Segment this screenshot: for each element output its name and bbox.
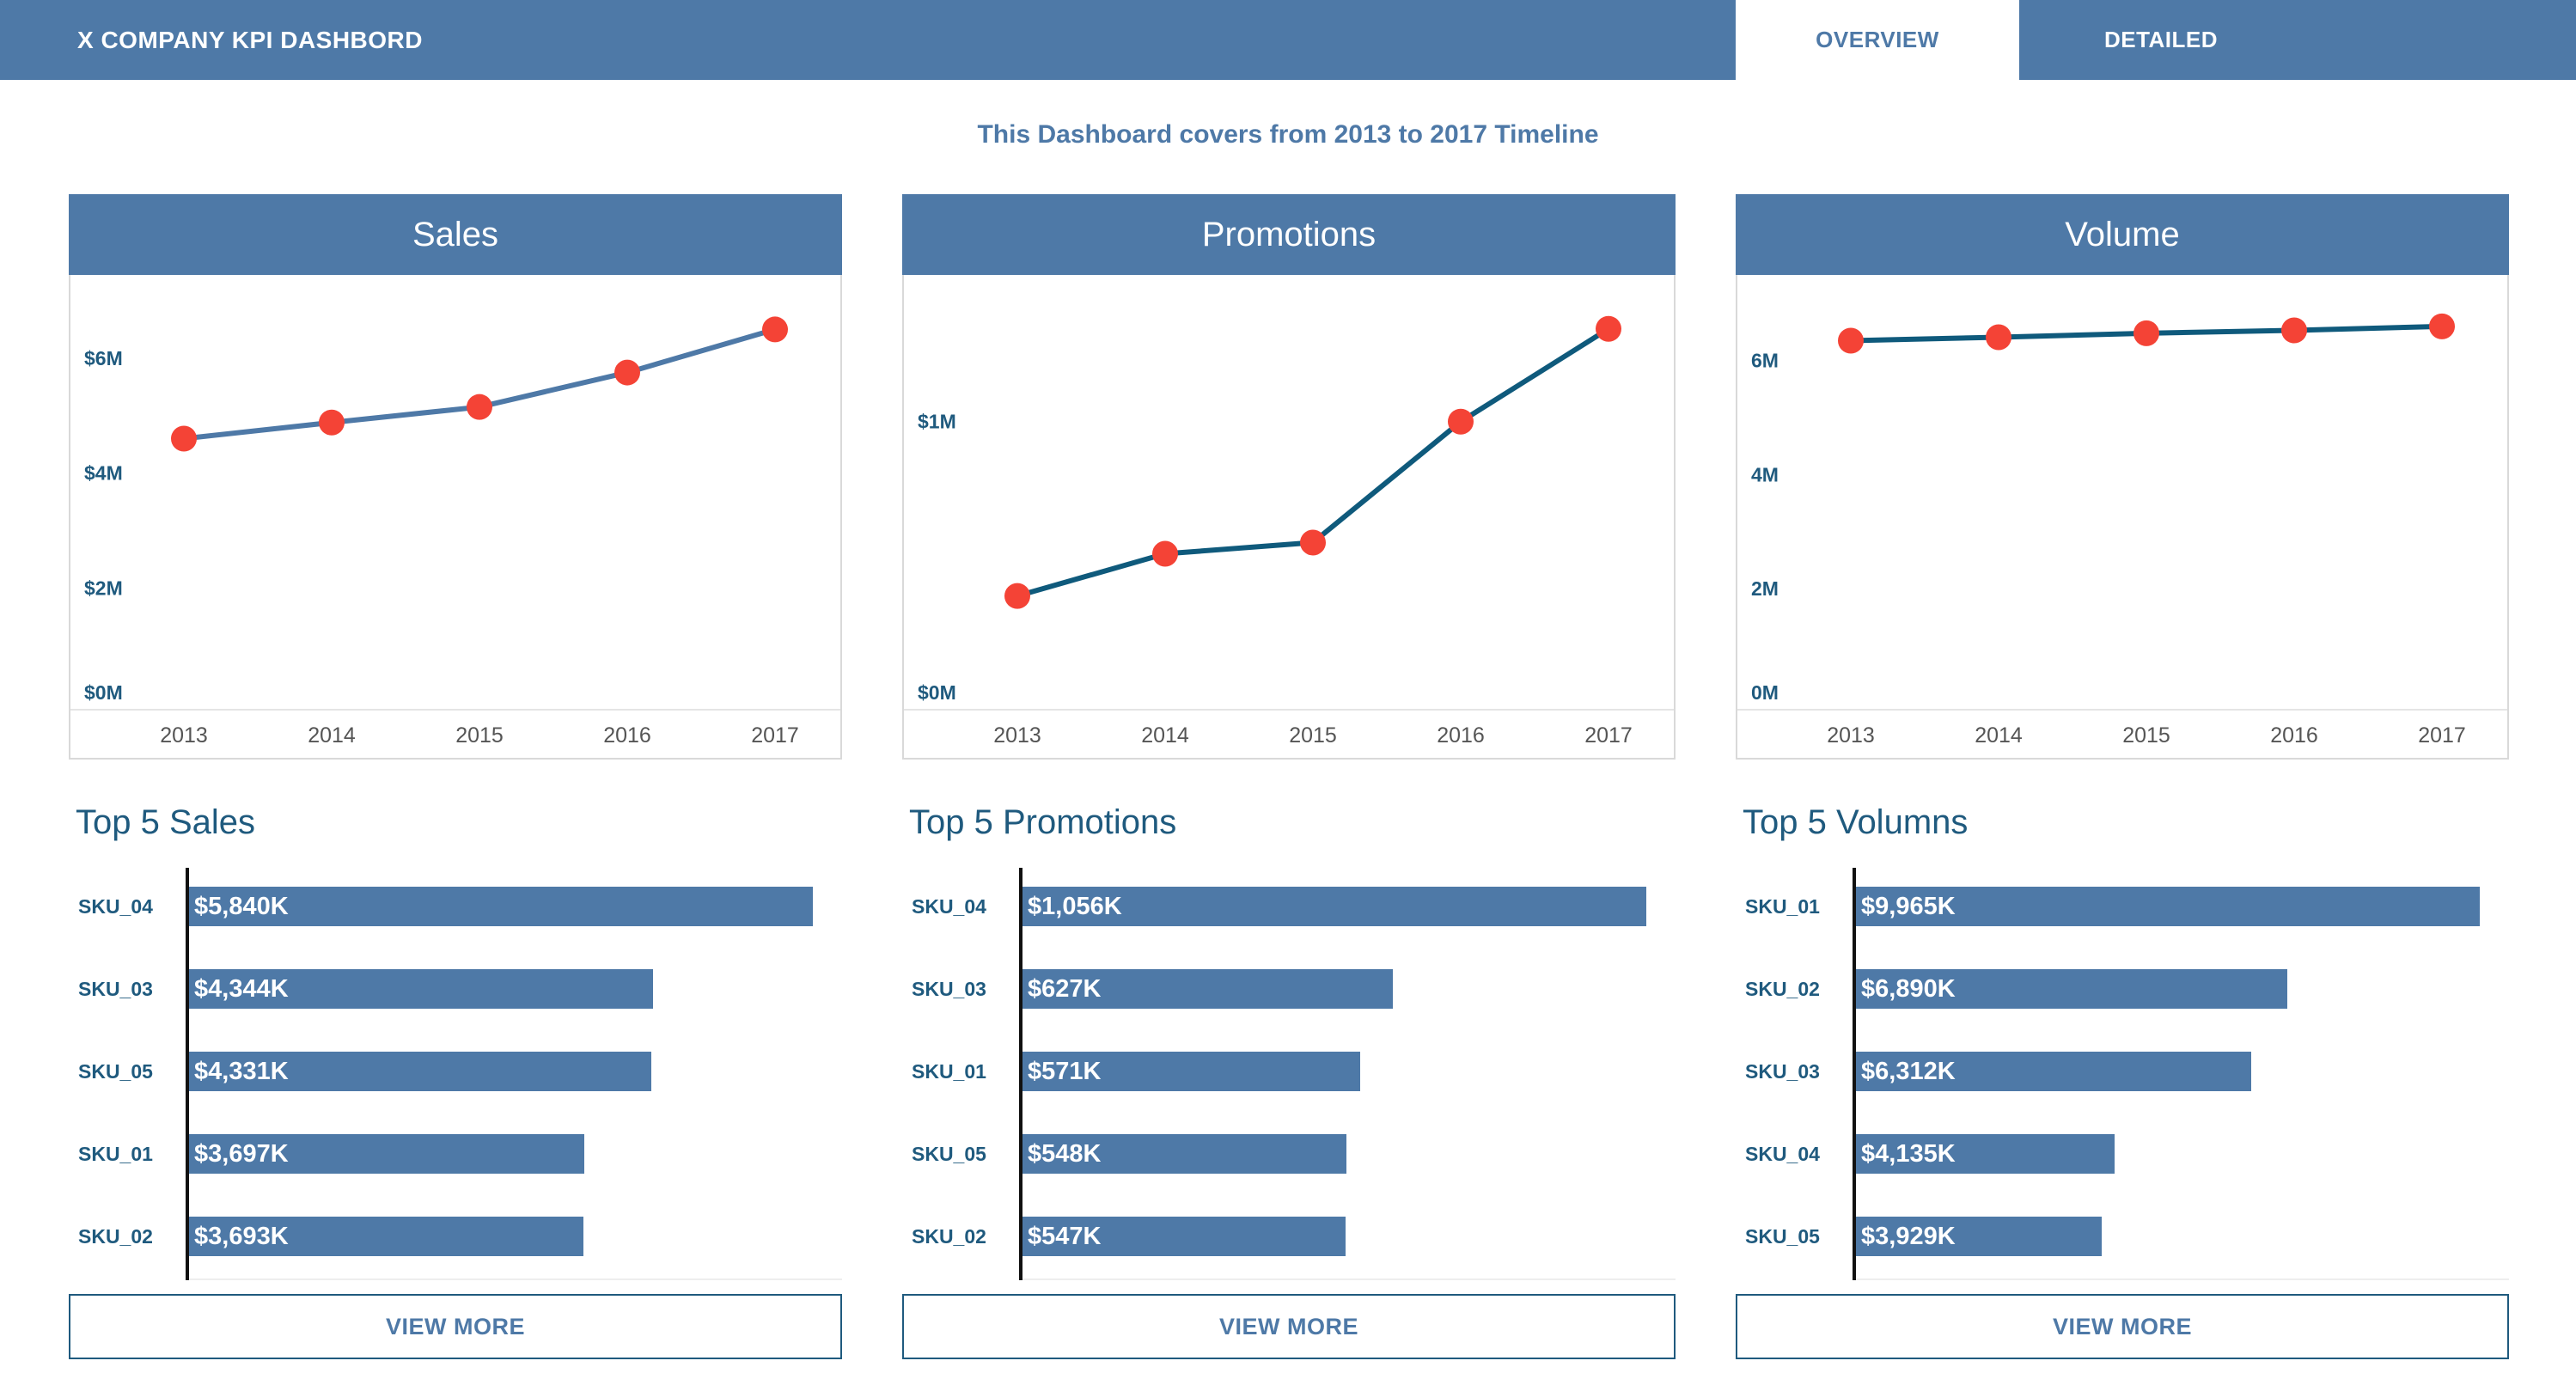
sales-data-point[interactable] (762, 316, 788, 343)
volume-data-point[interactable] (2429, 313, 2455, 339)
sales-data-point[interactable] (171, 425, 197, 452)
sales-sku-label: SKU_04 (78, 895, 153, 918)
promotions-view-more-button[interactable]: VIEW MORE (902, 1294, 1676, 1359)
app-title: X COMPANY KPI DASHBORD (77, 27, 424, 53)
promotions-bar-baseline (1022, 1278, 1676, 1280)
volume-view-more-button[interactable]: VIEW MORE (1736, 1294, 2509, 1359)
volume-x-tick-label: 2015 (2122, 723, 2170, 748)
volume-bar[interactable]: $3,929K (1856, 1217, 2102, 1256)
sales-line-chart: $0M $2M $4M $6M 2013 2014 2015 2016 2017 (70, 316, 840, 748)
sales-y-tick-label: $4M (84, 462, 123, 485)
volume-data-point[interactable] (2133, 320, 2159, 346)
sales-x-tick-label: 2016 (603, 723, 651, 748)
promotions-chart-title: Promotions (902, 194, 1676, 275)
promotions-x-tick-label: 2016 (1437, 723, 1485, 748)
promotions-bar[interactable]: $548K (1022, 1134, 1346, 1174)
volume-data-point[interactable] (1986, 324, 2011, 351)
top-bar: X COMPANY KPI DASHBORD OVERVIEW DETAILED (0, 0, 2576, 80)
promotions-data-point[interactable] (1152, 540, 1178, 567)
promotions-chart-panel: Promotions $0M $1M 2013 2014 2015 2016 2017 (902, 194, 1676, 760)
promotions-series-line (1016, 326, 1610, 599)
promotions-bar[interactable]: $627K (1022, 969, 1393, 1009)
promotions-sku-label: SKU_03 (912, 978, 986, 1000)
dashboard-subtitle: This Dashboard covers from 2013 to 2017 … (977, 120, 1599, 149)
promotions-bar[interactable]: $571K (1022, 1052, 1360, 1091)
sales-bar-axis (186, 868, 189, 1280)
volume-sku-label: SKU_04 (1745, 1143, 1820, 1165)
tab-detailed[interactable]: DETAILED (2103, 27, 2219, 52)
volume-x-tick-label: 2013 (1827, 723, 1875, 748)
volume-bar-axis (1853, 868, 1856, 1280)
volume-bar[interactable]: $6,312K (1856, 1052, 2251, 1091)
sales-y-tick-label: $0M (84, 681, 123, 704)
volume-data-point[interactable] (1838, 327, 1864, 354)
sales-data-point[interactable] (467, 394, 492, 420)
promotions-bar[interactable]: $547K (1022, 1217, 1346, 1256)
sales-chart-title: Sales (69, 194, 842, 275)
promotions-y-tick-label: $1M (918, 411, 956, 433)
promotions-x-tick-label: 2014 (1141, 723, 1189, 748)
top-promotions-title: Top 5 Promotions (909, 803, 1177, 841)
promotions-data-point[interactable] (1448, 408, 1474, 435)
promotions-sku-label: SKU_05 (912, 1143, 986, 1165)
promotions-data-point[interactable] (1596, 315, 1621, 342)
sales-sku-label: SKU_05 (78, 1060, 153, 1083)
sales-view-more-button[interactable]: VIEW MORE (69, 1294, 842, 1359)
sales-series-line (183, 326, 776, 442)
promotions-bar[interactable]: $1,056K (1022, 887, 1646, 926)
volume-y-tick-label: 6M (1751, 350, 1779, 372)
volume-sku-label: SKU_03 (1745, 1060, 1820, 1083)
promotions-line-chart: $0M $1M 2013 2014 2015 2016 2017 (904, 315, 1674, 748)
sales-x-tick-label: 2013 (160, 723, 208, 748)
sales-bar[interactable]: $3,693K (189, 1217, 583, 1256)
volume-x-tick-label: 2014 (1975, 723, 2023, 748)
sales-x-tick-label: 2014 (308, 723, 356, 748)
sales-bar[interactable]: $5,840K (189, 887, 813, 926)
sales-sku-label: SKU_01 (78, 1143, 153, 1165)
volume-sku-label: SKU_02 (1745, 978, 1820, 1000)
volume-bar[interactable]: $6,890K (1856, 969, 2287, 1009)
sales-sku-label: SKU_03 (78, 978, 153, 1000)
sales-data-point[interactable] (319, 409, 345, 436)
volume-x-tick-label: 2017 (2418, 723, 2466, 748)
promotions-sku-label: SKU_04 (912, 895, 986, 918)
volume-x-tick-label: 2016 (2270, 723, 2318, 748)
volume-y-tick-label: 2M (1751, 577, 1779, 600)
tab-overview[interactable]: OVERVIEW (1736, 0, 2019, 80)
promotions-x-tick-label: 2017 (1584, 723, 1633, 748)
promotions-data-point[interactable] (1300, 529, 1326, 556)
volume-sku-label: SKU_05 (1745, 1225, 1820, 1248)
volume-y-tick-label: 0M (1751, 681, 1779, 704)
promotions-sku-label: SKU_01 (912, 1060, 986, 1083)
sales-sku-label: SKU_02 (78, 1225, 153, 1248)
volume-bar[interactable]: $4,135K (1856, 1134, 2115, 1174)
sales-bar[interactable]: $4,344K (189, 969, 653, 1009)
promotions-data-point[interactable] (1004, 583, 1030, 609)
sales-bar[interactable]: $3,697K (189, 1134, 584, 1174)
sales-chart-panel: Sales $0M $2M $4M $6M 2013 2014 2015 2016 2017 (69, 194, 842, 760)
promotions-x-tick-label: 2013 (993, 723, 1041, 748)
sales-bar-baseline (189, 1278, 842, 1280)
sales-y-tick-label: $6M (84, 347, 123, 369)
volume-bar-baseline (1856, 1278, 2509, 1280)
promotions-sku-label: SKU_02 (912, 1225, 986, 1248)
sales-y-tick-label: $2M (84, 577, 123, 599)
top-volumns-title: Top 5 Volumns (1743, 803, 1969, 841)
promotions-x-tick-label: 2015 (1289, 723, 1337, 748)
volume-data-point[interactable] (2281, 317, 2307, 344)
volume-y-tick-label: 4M (1751, 463, 1779, 485)
sales-bar[interactable]: $4,331K (189, 1052, 651, 1091)
volume-sku-label: SKU_01 (1745, 895, 1820, 918)
volume-bar[interactable]: $9,965K (1856, 887, 2480, 926)
sales-data-point[interactable] (614, 359, 640, 386)
sales-x-tick-label: 2015 (455, 723, 504, 748)
sales-x-tick-label: 2017 (751, 723, 799, 748)
volume-line-chart: 0M 2M 4M 6M 2013 2014 2015 2016 2017 (1737, 313, 2507, 748)
volume-chart-panel: Volume 0M 2M 4M 6M 2013 2014 2015 2016 2017 (1736, 194, 2509, 760)
promotions-bar-axis (1019, 868, 1022, 1280)
top-sales-title: Top 5 Sales (76, 803, 256, 841)
promotions-y-tick-label: $0M (918, 681, 956, 704)
volume-chart-title: Volume (1736, 194, 2509, 275)
